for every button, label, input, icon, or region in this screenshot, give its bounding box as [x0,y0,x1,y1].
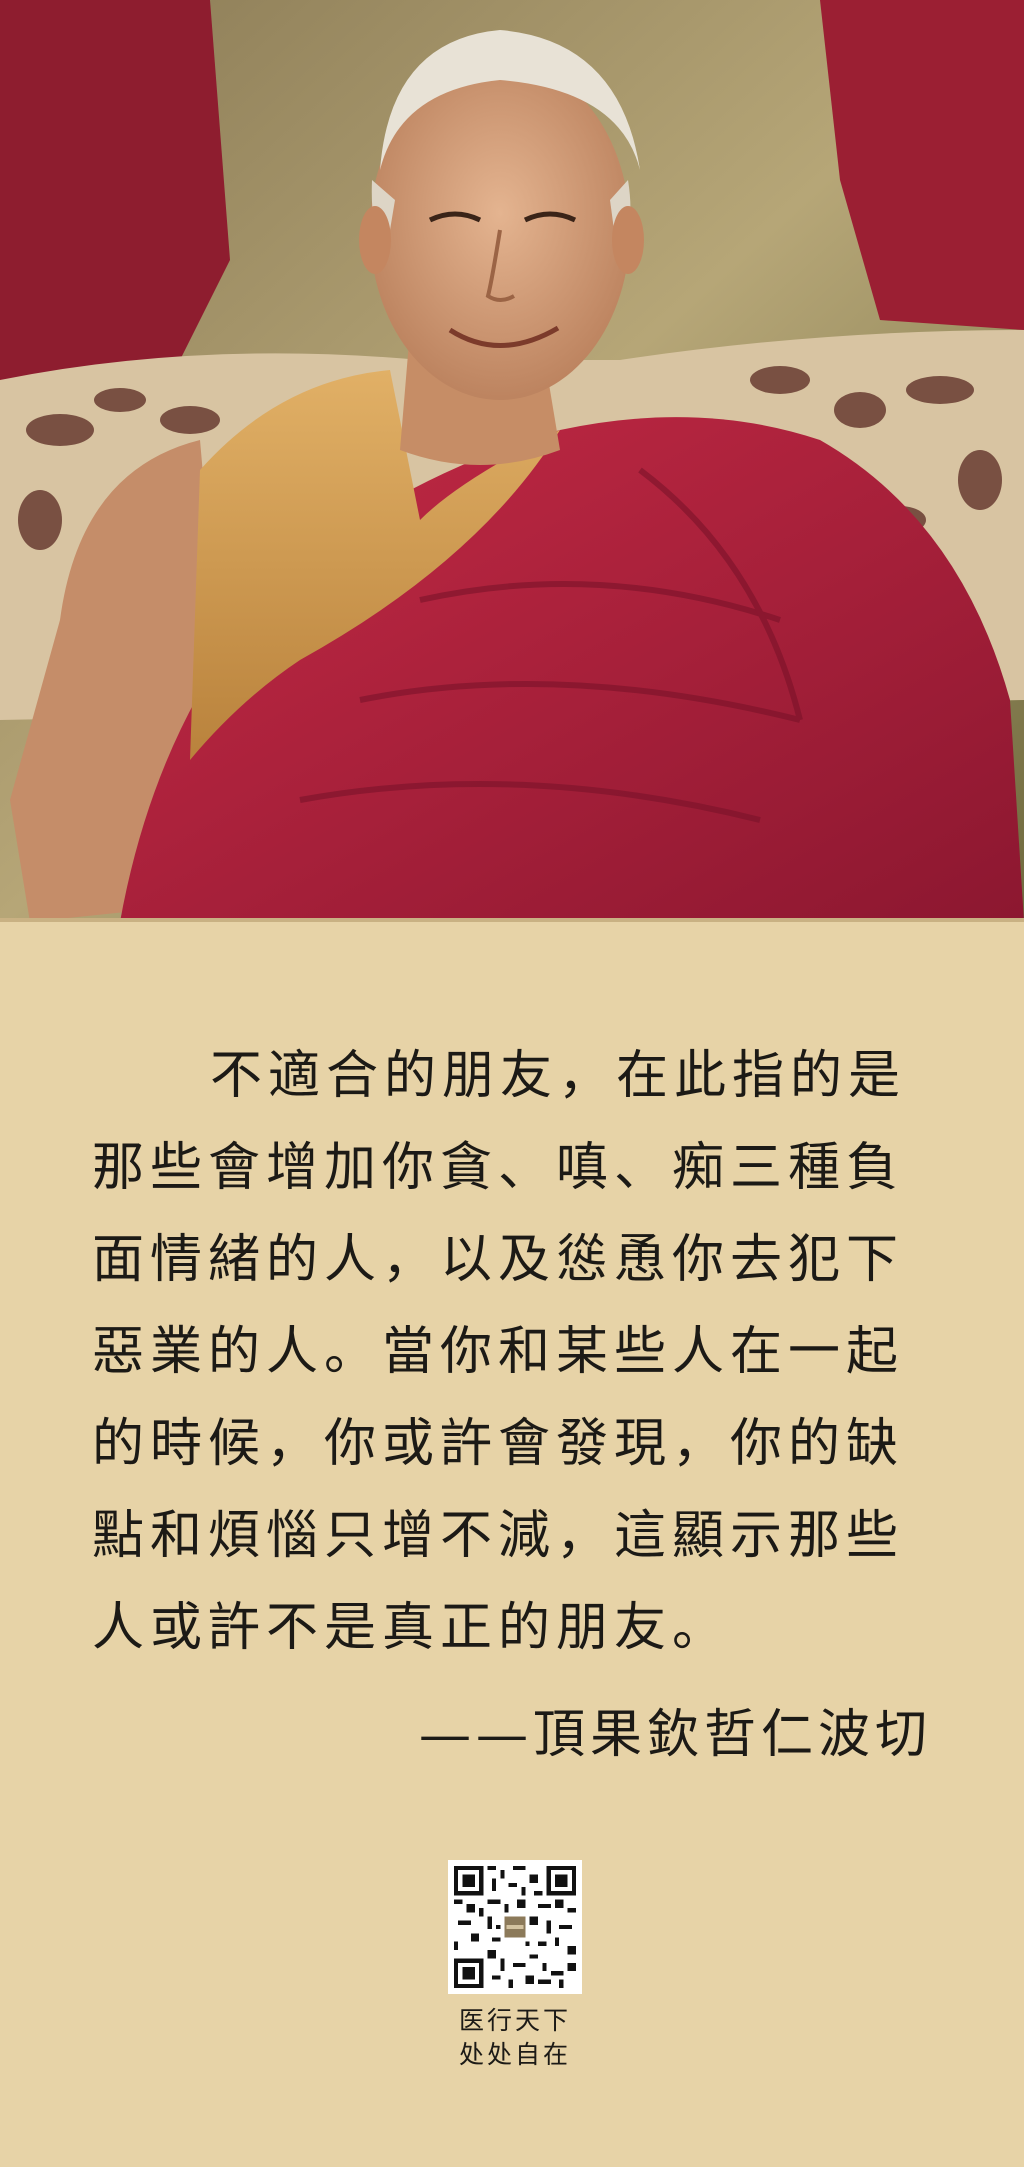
quote-line: 的時候，你或許會發現，你的缺 [92,1414,905,1474]
quote-line: 不適合的朋友，在此指的是 [210,1046,907,1106]
portrait-photo [0,0,1024,922]
caption-line-2: 处处自在 [458,2040,571,2069]
quote-line: 人或許不是真正的朋友。 [92,1598,731,1658]
quote-line: 面情緒的人，以及慫恿你去犯下 [92,1230,905,1290]
portrait-illustration [0,0,1024,922]
qr-code[interactable] [448,1860,582,1994]
caption-line-1: 医行天下 [458,2006,571,2035]
quote-text: 不適合的朋友，在此指的是 那些會增加你貪、嗔、痴三種負 面情緒的人，以及慫恿你去… [92,1030,932,1674]
quote-line: 點和煩惱只增不減，這顯示那些 [92,1506,905,1566]
footer-caption: 医行天下 处处自在 [412,2004,618,2072]
quote-line: 惡業的人。當你和某些人在一起 [92,1322,905,1382]
quote-line: 那些會增加你貪、嗔、痴三種負 [92,1138,905,1198]
quote-attribution: ——頂果欽哲仁波切 [418,1705,932,1765]
qr-code-icon [454,1866,576,1988]
